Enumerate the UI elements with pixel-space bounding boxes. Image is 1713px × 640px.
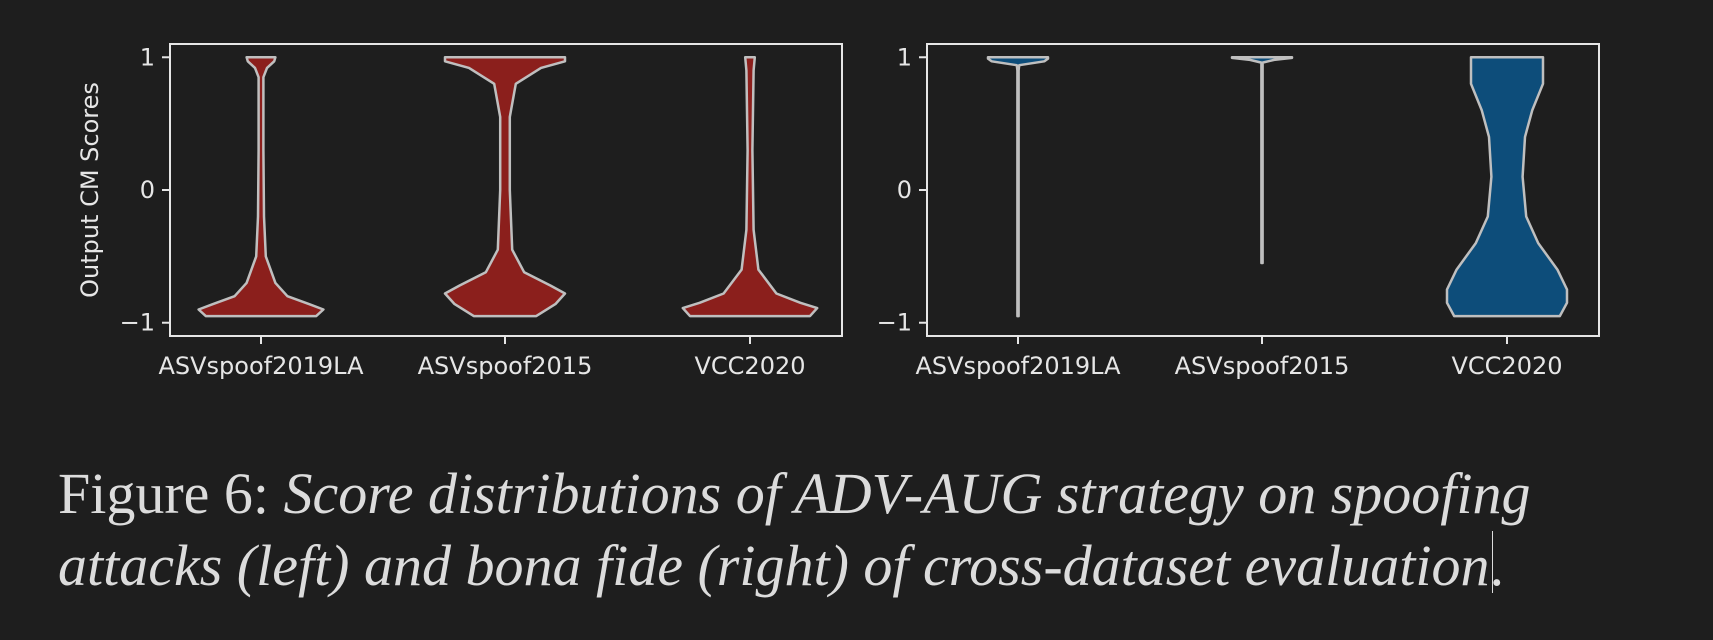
violin-figure: −1 0 1 ASVspoof2019LA ASVspoof2015 VCC2020 Out… bbox=[76, 43, 1600, 380]
violin-asvspoof2019la bbox=[986, 56, 1050, 318]
x-tick-label: ASVspoof2015 bbox=[418, 352, 593, 380]
y-tick-label: 0 bbox=[897, 176, 912, 204]
figure-caption: Figure 6: Score distributions of ADV-AUG… bbox=[58, 458, 1678, 602]
caption-text: Score distributions of ADV-AUG strategy … bbox=[58, 461, 1531, 598]
y-tick-label: −1 bbox=[877, 309, 912, 337]
right-panel-bona-fide: −1 0 1 ASVspoof2019LA ASVspoof2015 VCC2020 bbox=[877, 43, 1600, 380]
y-tick-label: 1 bbox=[897, 43, 912, 71]
x-tick-label: VCC2020 bbox=[1451, 352, 1562, 380]
x-tick-label: ASVspoof2019LA bbox=[158, 352, 364, 380]
x-tick-label: ASVspoof2019LA bbox=[915, 352, 1121, 380]
violin-asvspoof2015 bbox=[1230, 56, 1294, 265]
text-cursor bbox=[1491, 531, 1493, 593]
left-panel-spoofing-attacks: −1 0 1 ASVspoof2019LA ASVspoof2015 VCC2020 Out… bbox=[76, 43, 843, 380]
x-tick-label: ASVspoof2015 bbox=[1175, 352, 1350, 380]
violin-asvspoof2015 bbox=[443, 56, 567, 318]
y-axis-label: Output CM Scores bbox=[76, 82, 104, 298]
x-tick-label: VCC2020 bbox=[694, 352, 805, 380]
caption-label: Figure 6: bbox=[58, 461, 270, 526]
y-tick-label: −1 bbox=[120, 309, 155, 337]
violin-vcc2020 bbox=[1445, 56, 1569, 318]
caption-end: . bbox=[1489, 533, 1505, 598]
y-tick-label: 1 bbox=[140, 43, 155, 71]
violin-vcc2020 bbox=[681, 56, 819, 318]
violin-asvspoof2019la bbox=[197, 56, 325, 318]
y-tick-label: 0 bbox=[140, 176, 155, 204]
